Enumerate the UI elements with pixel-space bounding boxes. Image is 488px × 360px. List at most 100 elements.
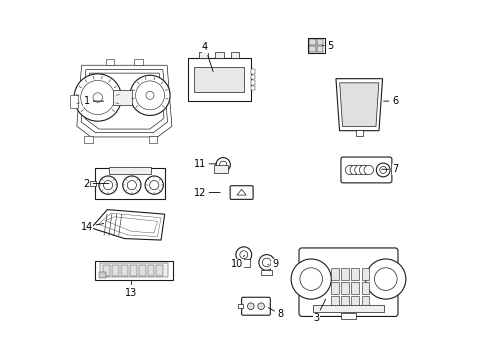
Bar (194, 67, 244, 93)
Text: 5: 5 (322, 41, 333, 50)
Bar (90, 181, 96, 186)
Bar (340, 268, 348, 280)
Circle shape (235, 247, 251, 263)
Circle shape (74, 74, 121, 121)
Circle shape (376, 163, 389, 177)
Text: 2: 2 (83, 179, 109, 189)
Circle shape (349, 165, 359, 175)
Bar (237, 259, 249, 266)
Polygon shape (335, 79, 382, 131)
Text: 6: 6 (383, 96, 397, 106)
Circle shape (262, 258, 270, 267)
Bar (148, 136, 157, 143)
Bar (84, 136, 92, 143)
Bar (139, 265, 145, 276)
Bar (238, 304, 243, 309)
Bar (121, 265, 128, 276)
Text: 13: 13 (125, 282, 138, 298)
Bar (312, 305, 383, 312)
Text: 10: 10 (231, 255, 244, 269)
Circle shape (216, 158, 230, 172)
FancyBboxPatch shape (241, 297, 270, 315)
Text: 9: 9 (267, 259, 278, 269)
Bar (307, 38, 324, 53)
Bar (105, 59, 114, 65)
FancyBboxPatch shape (298, 248, 397, 316)
Bar (70, 95, 78, 108)
Bar (330, 296, 338, 309)
Bar (99, 273, 105, 278)
Circle shape (247, 303, 254, 310)
Circle shape (122, 176, 141, 194)
Bar (355, 130, 362, 136)
Text: 3: 3 (312, 299, 325, 323)
Circle shape (299, 268, 322, 291)
Bar (147, 265, 154, 276)
Bar (214, 165, 227, 173)
Circle shape (374, 268, 396, 291)
Bar (330, 282, 338, 294)
Bar (361, 296, 369, 309)
Circle shape (365, 259, 405, 299)
Circle shape (239, 251, 247, 259)
FancyBboxPatch shape (340, 157, 391, 183)
Bar (316, 39, 323, 45)
Bar (250, 69, 255, 73)
Text: 4: 4 (202, 42, 213, 72)
Bar (109, 167, 151, 175)
Bar (129, 265, 137, 276)
Text: 1: 1 (83, 96, 103, 106)
Circle shape (219, 161, 226, 168)
Bar (187, 58, 250, 101)
Text: 7: 7 (381, 164, 397, 174)
Bar (330, 268, 338, 280)
Bar (340, 313, 355, 319)
Bar (100, 264, 168, 277)
FancyBboxPatch shape (230, 186, 253, 199)
Bar (103, 265, 110, 276)
Text: 8: 8 (268, 307, 283, 319)
Bar (250, 86, 255, 90)
Circle shape (99, 176, 117, 194)
Text: 12: 12 (193, 188, 220, 198)
Circle shape (258, 255, 274, 270)
Bar (361, 282, 369, 294)
Circle shape (359, 165, 368, 175)
Circle shape (135, 81, 164, 110)
Bar (95, 261, 172, 280)
Bar (95, 168, 165, 199)
Circle shape (146, 91, 154, 99)
Bar (113, 90, 132, 105)
Circle shape (145, 176, 163, 194)
Circle shape (379, 167, 386, 174)
Polygon shape (339, 83, 378, 126)
Bar (250, 80, 255, 85)
Bar (340, 296, 348, 309)
Bar (316, 46, 323, 52)
Circle shape (363, 165, 373, 175)
Bar (308, 39, 315, 45)
Circle shape (290, 259, 330, 299)
Bar (361, 268, 369, 280)
Bar (250, 75, 255, 79)
Text: 11: 11 (193, 159, 216, 169)
Bar (156, 265, 163, 276)
Text: 14: 14 (81, 222, 103, 231)
Bar (350, 268, 359, 280)
Bar (350, 296, 359, 309)
Bar (308, 46, 315, 52)
Circle shape (354, 165, 364, 175)
Bar (340, 282, 348, 294)
Bar (230, 52, 239, 58)
Bar (134, 59, 142, 65)
Circle shape (81, 81, 115, 114)
Circle shape (257, 303, 264, 310)
Bar (350, 282, 359, 294)
Circle shape (149, 180, 159, 190)
Bar (215, 52, 223, 58)
Circle shape (127, 180, 136, 190)
Polygon shape (91, 210, 164, 240)
Circle shape (103, 180, 112, 190)
Bar (112, 265, 119, 276)
Circle shape (130, 75, 170, 116)
